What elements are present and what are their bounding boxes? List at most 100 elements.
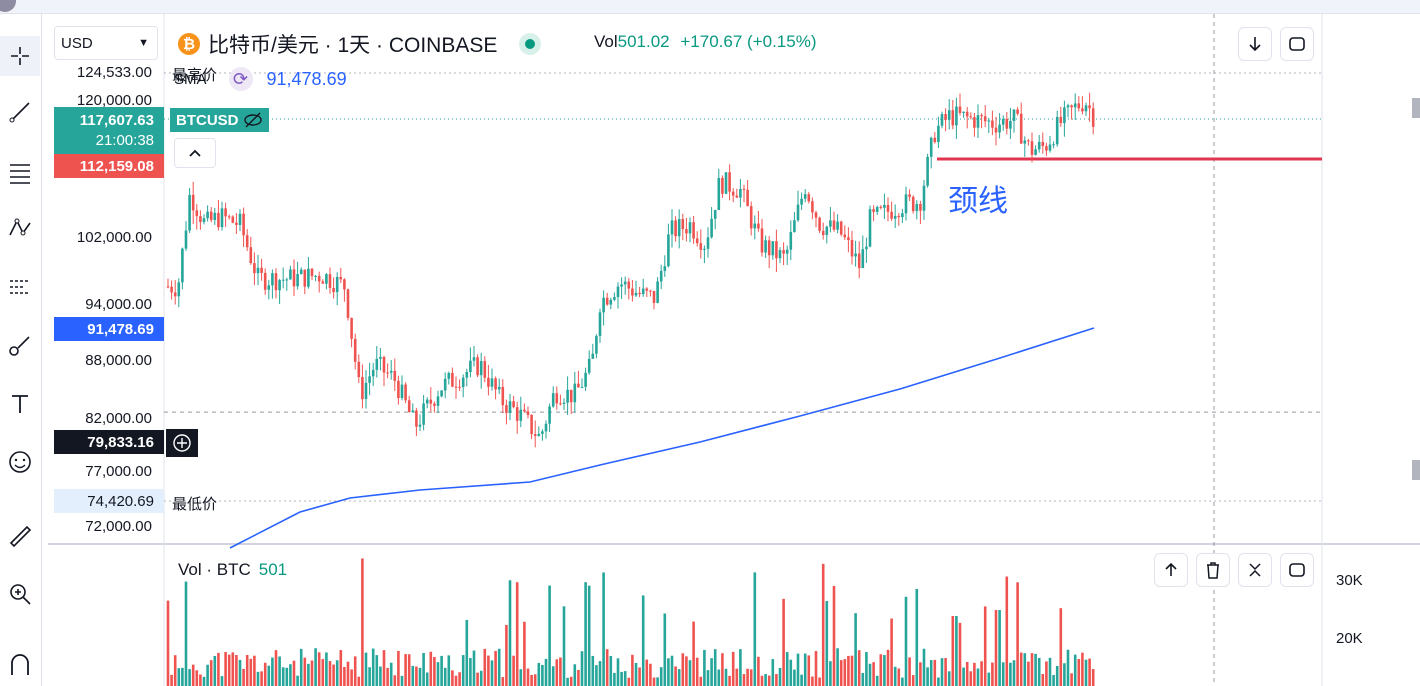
volume-bar: [310, 660, 314, 686]
candle-body: [303, 269, 307, 287]
volume-bar: [757, 656, 760, 686]
candle-body: [487, 377, 490, 387]
volume-bar: [1077, 659, 1081, 686]
candle-body: [418, 424, 422, 427]
volume-bar: [1088, 658, 1091, 686]
candle-body: [951, 110, 955, 126]
volume-bar: [202, 676, 206, 686]
candle-body: [829, 220, 832, 227]
volume-bar: [962, 667, 965, 686]
candle-body: [753, 223, 757, 229]
ruler-tool-icon[interactable]: [0, 516, 40, 556]
volume-bar: [339, 650, 343, 686]
drawing-toolbar: [0, 14, 42, 686]
volume-bar: [703, 649, 706, 686]
volume-bar: [868, 663, 872, 686]
emoji-tool-icon[interactable]: [0, 442, 40, 482]
candle-body: [206, 211, 209, 219]
delete-pane-button[interactable]: [1196, 553, 1230, 587]
candle-body: [1081, 108, 1084, 112]
candle-body: [195, 210, 199, 217]
volume-bar: [343, 666, 346, 686]
eye-hidden-icon[interactable]: [243, 112, 263, 128]
fib-tool-icon[interactable]: [0, 152, 40, 192]
volume-bar: [1055, 665, 1059, 686]
volume-bar: [839, 660, 843, 686]
volume-bar: [551, 666, 555, 686]
download-button[interactable]: [1238, 27, 1272, 61]
volume-bar: [775, 674, 778, 686]
candle-body: [469, 360, 472, 373]
volume-bar: [479, 670, 483, 686]
candle-body: [688, 222, 692, 234]
trendline-tool-icon[interactable]: [0, 92, 40, 132]
neckline-annotation[interactable]: 颈线: [948, 185, 1008, 218]
volume-bar: [1066, 649, 1070, 686]
candle-body: [505, 405, 508, 413]
forecast-tool-icon[interactable]: [0, 266, 40, 306]
text-tool-icon[interactable]: [0, 384, 40, 424]
currency-select[interactable]: USD ▼: [54, 26, 158, 60]
volume-bar: [512, 655, 515, 686]
volume-bar: [245, 654, 249, 686]
volume-bar: [562, 606, 566, 686]
candle-body: [476, 357, 479, 376]
pattern-tool-icon[interactable]: [0, 208, 40, 248]
candle-body: [472, 357, 476, 361]
volume-bar: [663, 613, 667, 686]
candle-body: [609, 299, 613, 305]
brush-tool-icon[interactable]: [0, 326, 40, 366]
candle-body: [796, 204, 800, 221]
volume-bar: [256, 671, 260, 686]
volume-bar: [595, 665, 598, 686]
min-price-label: 最低价: [172, 496, 218, 513]
volume-bar: [692, 621, 695, 686]
candle-body: [847, 237, 850, 241]
magnet-tool-icon[interactable]: [0, 644, 40, 684]
candle-body: [202, 218, 206, 223]
move-pane-up-button[interactable]: [1154, 553, 1188, 587]
volume-bar: [263, 662, 267, 686]
candle-body: [598, 312, 602, 336]
symbol-title[interactable]: ₿ 比特币/美元 · 1天 · COINBASE: [178, 30, 542, 58]
candle-body: [382, 356, 386, 373]
candle-body: [479, 361, 483, 376]
volume-bar: [944, 658, 947, 686]
collapse-button[interactable]: [174, 138, 216, 168]
volume-bar: [1045, 661, 1048, 686]
crosshair-tool-icon[interactable]: [0, 36, 40, 76]
fullscreen-button[interactable]: [1280, 27, 1314, 61]
maximize-icon: [1289, 563, 1305, 577]
sma-legend[interactable]: SMA ⟳ 91,478.69: [174, 66, 347, 92]
candle-body: [919, 203, 922, 211]
candle-body: [281, 279, 285, 281]
zoom-tool-icon[interactable]: [0, 574, 40, 614]
candle-body: [350, 317, 353, 339]
volume-bar: [897, 668, 901, 686]
volume-bar: [544, 658, 548, 686]
volume-pane-legend[interactable]: Vol · BTC 501: [178, 560, 287, 580]
volume-bar: [922, 648, 926, 686]
volume-bar: [307, 663, 310, 686]
collapse-pane-button[interactable]: [1238, 553, 1272, 587]
candle-body: [400, 384, 404, 399]
volume-bar: [713, 649, 717, 686]
volume-bar: [929, 660, 933, 686]
volume-bar: [325, 652, 328, 686]
candle-body: [199, 216, 202, 223]
volume-bar: [238, 659, 242, 686]
maximize-pane-button[interactable]: [1280, 553, 1314, 587]
last-price-value: 117,607.63: [79, 112, 154, 129]
volume-bar: [749, 669, 753, 686]
volume-bar: [706, 670, 710, 686]
volume-bar: [767, 675, 771, 686]
candle-body: [587, 358, 591, 373]
candle-body: [335, 276, 339, 293]
add-alert-button[interactable]: [166, 429, 198, 457]
candle-body: [184, 230, 188, 249]
arrow-up-icon: [1165, 562, 1177, 576]
volume-bar: [699, 676, 703, 686]
candle-body: [685, 229, 688, 234]
volume-bar: [1005, 576, 1009, 686]
candle-body: [717, 177, 721, 211]
